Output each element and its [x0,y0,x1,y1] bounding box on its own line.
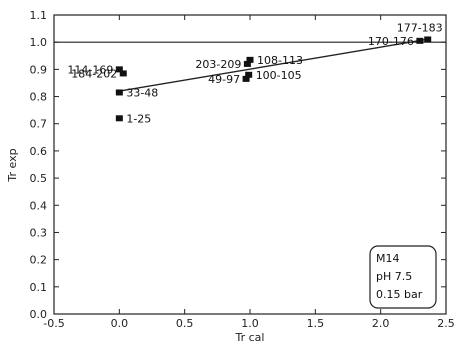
y-tick-label: 0.3 [30,226,48,239]
data-point [245,71,253,78]
legend-line-2: pH 7.5 [376,270,412,283]
y-tick-label: 0.7 [30,118,48,131]
y-tick-label: 0.4 [30,199,48,212]
y-tick-label: 0.5 [30,172,48,185]
point-label: 108-113 [257,54,303,67]
data-point [424,36,432,43]
point-label: 33-48 [126,86,158,99]
point-label: 203-209 [195,58,241,71]
y-tick-label: 0.8 [30,91,48,104]
legend-box: M14 pH 7.5 0.15 bar [369,245,437,309]
x-tick-label: 0.0 [111,317,129,330]
y-axis-label: Tr exp [6,148,19,182]
legend-frame [369,245,437,309]
x-tick-label: 1.0 [241,317,259,330]
point-label: 170-176 [368,35,414,48]
data-point [115,66,123,73]
legend-line-3: 0.15 bar [376,288,423,301]
y-tick-label: 0.0 [30,308,48,321]
data-point [119,70,127,77]
data-point [242,75,250,82]
point-label: 177-183 [397,21,443,34]
x-axis-ticks: -0.5 0.0 0.5 1.0 1.5 2.0 2.5 [43,15,455,330]
data-point [243,60,251,67]
legend-line-1: M14 [376,252,400,265]
x-tick-label: 0.5 [176,317,194,330]
y-tick-label: 0.1 [30,281,48,294]
x-tick-label: 2.0 [372,317,390,330]
data-point [115,115,123,122]
y-tick-label: 0.9 [30,63,48,76]
x-axis-label: Tr cal [235,331,265,344]
point-label: 1-25 [126,112,151,125]
point-label: 49-97 [208,73,240,86]
x-tick-label: -0.5 [43,317,64,330]
data-points [115,36,432,122]
data-point [246,56,254,63]
y-tick-label: 1.1 [30,9,48,22]
data-point [115,89,123,96]
y-tick-label: 0.2 [30,254,48,267]
fit-line [119,38,427,92]
point-label: 100-105 [256,69,302,82]
x-tick-label: 1.5 [307,317,325,330]
y-tick-label: 1.0 [30,36,48,49]
y-tick-label: 0.6 [30,145,48,158]
x-tick-label: 2.5 [437,317,455,330]
y-axis-ticks: 0.0 0.1 0.2 0.3 0.4 0.5 0.6 0.7 0.8 0.9 1.0 1.1 [30,9,446,321]
point-label: 114-169 [67,63,113,76]
data-point [416,37,424,44]
point-label: 184-202 [71,67,117,80]
